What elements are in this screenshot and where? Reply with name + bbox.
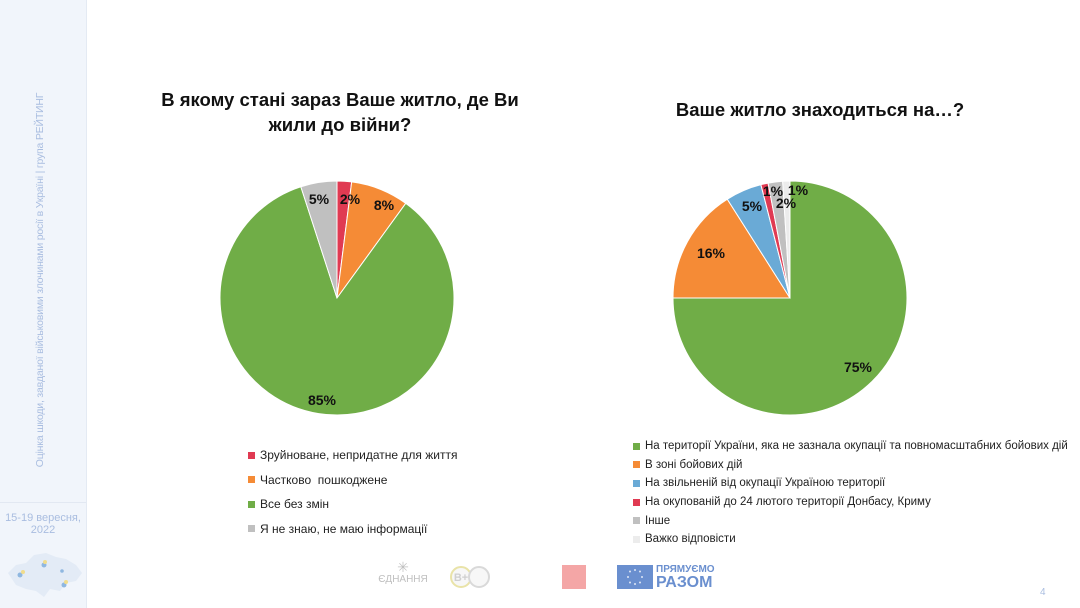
- legend-item: Зруйноване, непридатне для життя: [248, 443, 457, 468]
- eu-flag-icon: [617, 565, 653, 589]
- legend-label: Інше: [645, 514, 671, 527]
- logo-ednannia: ✳ ЄДНАННЯ: [378, 560, 428, 596]
- data-label-hard-to-say: 1%: [788, 182, 809, 198]
- legend-label: Частково пошкоджене: [260, 472, 388, 487]
- data-label-occupied-before-feb24: 1%: [763, 183, 784, 199]
- pie-slice-combat-zone: [672, 198, 791, 299]
- legend-swatch: [633, 442, 640, 450]
- logo-pryamuyemo-razom: ПРЯМУЄМО РАЗОМ: [656, 565, 715, 591]
- legend-swatch: [633, 498, 640, 506]
- data-label-partially-damaged: 8%: [374, 197, 395, 213]
- legend-swatch: [633, 461, 640, 469]
- legend-item: Частково пошкоджене: [248, 468, 457, 493]
- data-label-destroyed: 2%: [340, 191, 361, 207]
- legend-label: На звільненій від окупації Україною тери…: [645, 477, 886, 490]
- legend-item: Інше: [633, 511, 1068, 530]
- legend-item: В зоні бойових дій: [633, 456, 1068, 475]
- data-label-unchanged: 85%: [308, 392, 337, 408]
- logo-ednannia-text: ЄДНАННЯ: [378, 574, 428, 585]
- pie-slice-unknown: [300, 180, 338, 299]
- logo-pr-line1: ПРЯМУЄМО: [656, 564, 715, 575]
- data-label-combat-zone: 16%: [697, 245, 726, 261]
- survey-date-line2: 2022: [30, 524, 56, 536]
- legend-swatch: [633, 535, 640, 543]
- legend-label: На території України, яка не зазнала оку…: [645, 440, 1068, 453]
- legend-housing-condition: Зруйноване, непридатне для життя Частков…: [248, 443, 457, 541]
- data-label-unaffected-territory: 75%: [844, 359, 873, 375]
- partner-logos: ✳ ЄДНАННЯ В+ ПРЯМУЄМО РАЗОМ: [370, 558, 740, 598]
- pie-slice-unaffected-territory: [672, 180, 908, 416]
- logo-volunteer-plus: В+: [450, 566, 490, 588]
- legend-swatch: [248, 525, 255, 533]
- sidebar-divider: [0, 502, 86, 503]
- sidebar: Оцінка шкоди, завданої військовими злочи…: [0, 0, 87, 608]
- legend-item: Важко відповісти: [633, 530, 1068, 549]
- chart-title-housing-condition: В якому стані зараз Ваше житло, де Ви жи…: [161, 89, 519, 135]
- legend-item: Я не знаю, не маю інформації: [248, 517, 457, 542]
- legend-item: На звільненій від окупації Україною тери…: [633, 474, 1068, 493]
- legend-label: В зоні бойових дій: [645, 458, 743, 471]
- pie-slice-unchanged: [219, 186, 455, 416]
- survey-date: 15-19 вересня, 2022: [0, 512, 86, 536]
- legend-label: Зруйноване, непридатне для життя: [260, 448, 458, 463]
- legend-label: Все без змін: [260, 497, 330, 512]
- legend-swatch: [248, 451, 255, 459]
- legend-item: На окупованій до 24 лютого території Дон…: [633, 493, 1068, 512]
- legend-label: Важко відповісти: [645, 533, 736, 546]
- legend-swatch: [248, 500, 255, 508]
- chart-title-housing-location: Ваше житло знаходиться на…?: [675, 99, 965, 120]
- legend-item: На території України, яка не зазнала оку…: [633, 437, 1068, 456]
- ukraine-map-icon: [8, 553, 82, 597]
- data-label-liberated-territory: 5%: [742, 198, 763, 214]
- legend-label: На окупованій до 24 лютого території Дон…: [645, 496, 931, 509]
- data-label-unknown: 5%: [309, 191, 330, 207]
- logo-pr-line2: РАЗОМ: [656, 574, 713, 591]
- legend-label: Я не знаю, не маю інформації: [260, 521, 428, 536]
- legend-swatch: [633, 479, 640, 487]
- pie-slice-hard-to-say: [782, 180, 791, 299]
- data-label-other: 2%: [776, 195, 797, 211]
- page-number: 4: [1040, 587, 1046, 598]
- survey-date-line1: 15-19 вересня,: [5, 512, 81, 524]
- legend-housing-location: На території України, яка не зазнала оку…: [633, 437, 1068, 549]
- logo-vplus-text: В+: [454, 572, 468, 584]
- logo-rating: [562, 565, 586, 589]
- flower-icon: ✳: [397, 559, 409, 575]
- legend-swatch: [248, 476, 255, 484]
- legend-item: Все без змін: [248, 492, 457, 517]
- legend-swatch: [633, 517, 640, 525]
